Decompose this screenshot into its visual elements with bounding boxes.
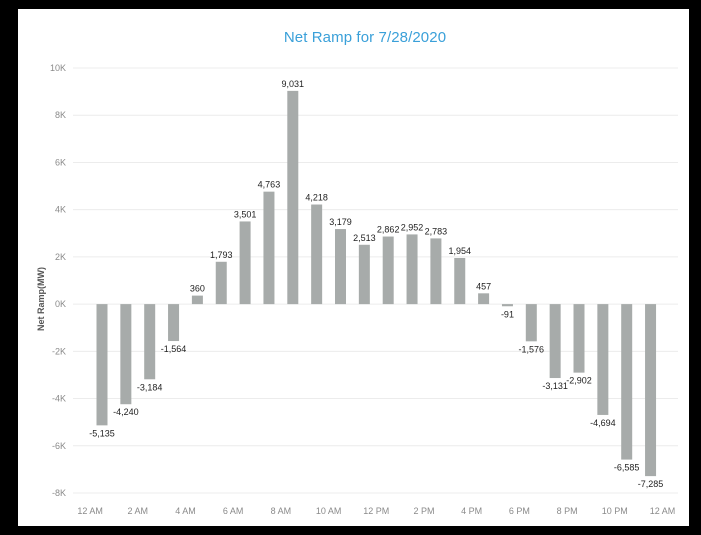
bar [263,191,275,305]
bar [549,304,561,379]
x-tick-label: 4 PM [461,506,482,516]
x-tick-label: 12 AM [77,506,103,516]
data-label: 3,501 [234,209,257,219]
net-ramp-chart: Net Ramp for 7/28/2020 10K 8K 6K 4K 2K 0K -2K -… [36,29,678,516]
x-tick-label: 6 AM [223,506,244,516]
data-label: -2,902 [566,376,592,386]
bar [358,244,370,305]
data-label: 2,952 [401,222,424,232]
y-tick-label: -6K [52,441,66,451]
data-label: -91 [501,309,514,319]
y-tick-label: -4K [52,394,66,404]
bar [597,304,609,415]
data-label: 1,793 [210,250,233,260]
x-tick-label: 12 PM [363,506,389,516]
data-label: -6,585 [614,463,640,473]
bar [239,221,251,305]
data-labels: -5,135 -4,240 -3,184 -1,564 360 1,793 3,501 4,7… [89,79,663,489]
bars [96,90,657,477]
data-label: -7,285 [638,479,664,489]
data-label: 360 [190,284,205,294]
x-tick-label: 12 AM [650,506,676,516]
x-tick-label: 10 PM [602,506,628,516]
y-tick-label: -8K [52,488,66,498]
bar [144,304,156,380]
y-axis-label: Net Ramp(MW) [36,267,46,331]
x-tick-label: 6 PM [509,506,530,516]
y-tick-label: 4K [55,205,66,215]
bar [454,257,466,305]
y-tick-label: -2K [52,346,66,356]
data-label: -1,564 [161,344,187,354]
bar [215,261,227,305]
data-label: 3,179 [329,217,352,227]
chart-title: Net Ramp for 7/28/2020 [284,29,446,46]
chart-panel: Net Ramp for 7/28/2020 10K 8K 6K 4K 2K 0K -2K -… [18,9,689,526]
bar [430,238,442,305]
x-tick-label: 8 AM [271,506,292,516]
y-tick-label: 8K [55,110,66,120]
x-axis-ticks: 12 AM 2 AM 4 AM 6 AM 8 AM 10 AM 12 PM 2 PM 4 PM 6… [77,506,675,516]
y-tick-label: 10K [50,63,66,73]
bar [501,304,513,307]
y-tick-label: 0K [55,299,66,309]
gridlines [73,67,678,494]
y-axis-ticks: 10K 8K 6K 4K 2K 0K -2K -4K -6K -8K [50,63,66,498]
bar [191,295,203,305]
bar [287,90,299,305]
x-tick-label: 4 AM [175,506,196,516]
data-label: -3,131 [542,381,568,391]
y-tick-label: 2K [55,252,66,262]
data-label: 1,954 [448,246,471,256]
data-label: 9,031 [282,79,305,89]
bar [168,304,180,342]
x-tick-label: 2 PM [413,506,434,516]
bar [406,234,418,305]
data-label: -3,184 [137,382,163,392]
data-label: 2,783 [425,226,448,236]
bar [621,304,633,460]
data-label: -4,694 [590,418,616,428]
data-label: 4,763 [258,180,281,190]
bar [382,236,394,305]
data-label: -5,135 [89,428,115,438]
bar [335,229,346,305]
data-label: 457 [476,281,491,291]
bar [311,204,323,305]
bar [478,293,490,305]
bar [573,304,585,373]
bar [525,304,537,342]
data-label: 4,218 [305,193,328,203]
data-label: -4,240 [113,407,139,417]
x-tick-label: 8 PM [557,506,578,516]
y-tick-label: 6K [55,157,66,167]
bar [645,304,657,477]
data-label: 2,862 [377,225,400,235]
data-label: -1,576 [519,344,545,354]
data-label: 2,513 [353,233,376,243]
x-tick-label: 2 AM [128,506,149,516]
bar [120,304,132,405]
bar [96,304,108,426]
x-tick-label: 10 AM [316,506,342,516]
